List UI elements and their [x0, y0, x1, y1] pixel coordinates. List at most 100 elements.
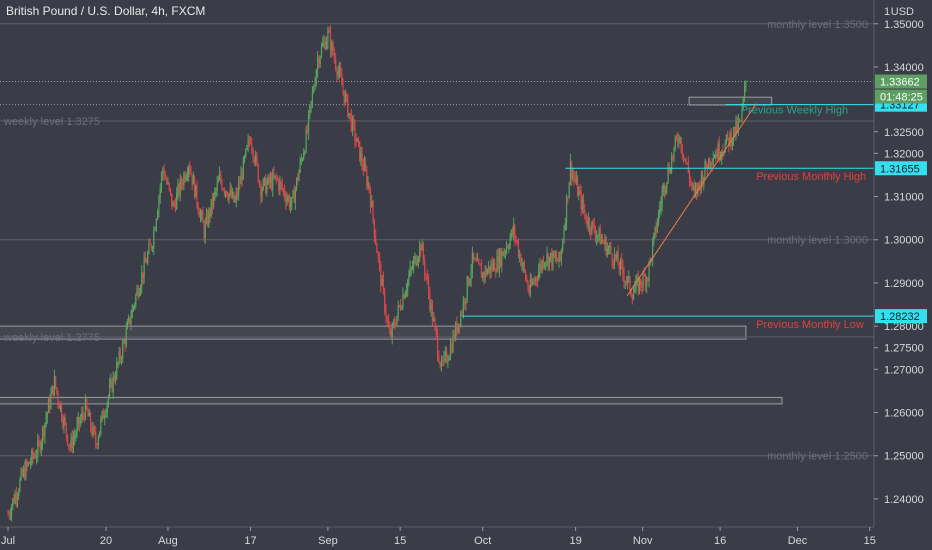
candle-body	[130, 317, 132, 325]
candle-body	[732, 126, 735, 140]
candle-body	[372, 201, 374, 220]
candle-body	[398, 305, 400, 307]
candle-body	[13, 498, 15, 504]
candle-body	[404, 292, 406, 299]
candle-body	[452, 334, 454, 353]
candle-body	[139, 287, 142, 293]
candle-body	[448, 356, 450, 361]
candle-body	[72, 438, 75, 448]
candle-body	[505, 246, 508, 252]
candle-body	[291, 197, 293, 204]
candle-body	[229, 189, 231, 194]
candle-body	[421, 244, 423, 251]
candle-body	[117, 362, 119, 364]
price-axis[interactable]: 1.35000 1.34000 1.32500 1.32000 1.31000 1.300…	[873, 0, 932, 550]
candle-body	[642, 273, 644, 287]
candle-body	[534, 277, 536, 283]
candle-body	[89, 412, 92, 428]
candle-body	[616, 252, 618, 259]
candle-body	[730, 132, 732, 146]
candle-body	[482, 272, 484, 278]
price-tick-label: 1.27500	[884, 343, 924, 355]
time-axis[interactable]: Jul 20 Aug 17 Sep 15 Oct 19 Nov 16 Dec 15	[0, 526, 876, 550]
candle-body	[511, 230, 514, 235]
candle-body	[457, 323, 459, 333]
candle-body	[399, 305, 402, 310]
candle-body	[486, 270, 489, 275]
candle-body	[239, 183, 241, 185]
candle-body	[332, 42, 334, 54]
candle-body	[119, 351, 121, 360]
candle-body	[356, 138, 358, 142]
price-marker	[875, 74, 927, 89]
candle-body	[684, 158, 686, 160]
candle-body	[446, 351, 448, 363]
countdown-label: 01:48:25	[880, 92, 923, 104]
candle-body	[731, 139, 733, 146]
candle-body	[190, 172, 192, 175]
candle-body	[621, 260, 623, 264]
candle-body	[355, 140, 357, 142]
candle-body	[304, 151, 306, 154]
date-tick-label: 20	[100, 535, 112, 547]
candle-body	[479, 263, 481, 266]
candle-body	[631, 295, 633, 300]
candle-body	[135, 294, 137, 305]
candle-body	[211, 199, 214, 207]
candle-body	[198, 211, 200, 218]
candle-body	[143, 258, 145, 278]
candle-body	[480, 265, 483, 278]
candle-body	[591, 221, 593, 234]
candle-body	[593, 223, 595, 232]
candle-body	[604, 238, 606, 244]
candle-body	[232, 191, 234, 198]
candle-body	[688, 172, 691, 182]
candle-body	[489, 266, 491, 273]
candle-body	[303, 153, 305, 160]
candle-body	[43, 427, 45, 437]
candle-body	[401, 307, 403, 310]
candle-body	[574, 178, 576, 183]
candle-body	[563, 229, 565, 242]
candle-body	[740, 120, 742, 122]
candle-body	[188, 166, 190, 175]
candle-body	[559, 252, 561, 261]
level-lines: monthly level 1.3500 monthly level 1.3000…	[0, 19, 874, 463]
candle-body	[389, 327, 391, 335]
candle-body	[460, 312, 462, 326]
price-tick-label: 1.25000	[884, 451, 924, 463]
candle-body	[268, 176, 270, 184]
candle-body	[12, 498, 14, 507]
candle-body	[586, 222, 588, 226]
candle-body	[476, 259, 479, 262]
candle-body	[693, 185, 695, 192]
candle-body	[180, 179, 183, 185]
candle-body	[458, 323, 461, 326]
candle-body	[478, 259, 480, 264]
candle-body	[567, 196, 569, 198]
candle-body	[737, 121, 739, 131]
candle-body	[615, 254, 617, 259]
candle-body	[697, 182, 699, 194]
candle-body	[295, 177, 298, 189]
candle-body	[343, 90, 345, 103]
candle-body	[273, 173, 275, 178]
candle-body	[657, 211, 660, 224]
candle-body	[514, 225, 516, 239]
candle-body	[660, 203, 662, 208]
candle-body	[553, 251, 555, 258]
candle-body	[391, 323, 393, 338]
candle-body	[517, 242, 520, 257]
candle-body	[154, 229, 156, 231]
candle-body	[590, 229, 592, 234]
candle-body	[307, 113, 310, 133]
candle-body	[80, 419, 82, 425]
candle-body	[495, 271, 497, 273]
candle-body	[52, 386, 54, 395]
candle-body	[729, 132, 731, 146]
candle-body	[735, 120, 737, 136]
candle-body	[120, 358, 123, 360]
candle-body	[469, 279, 471, 285]
